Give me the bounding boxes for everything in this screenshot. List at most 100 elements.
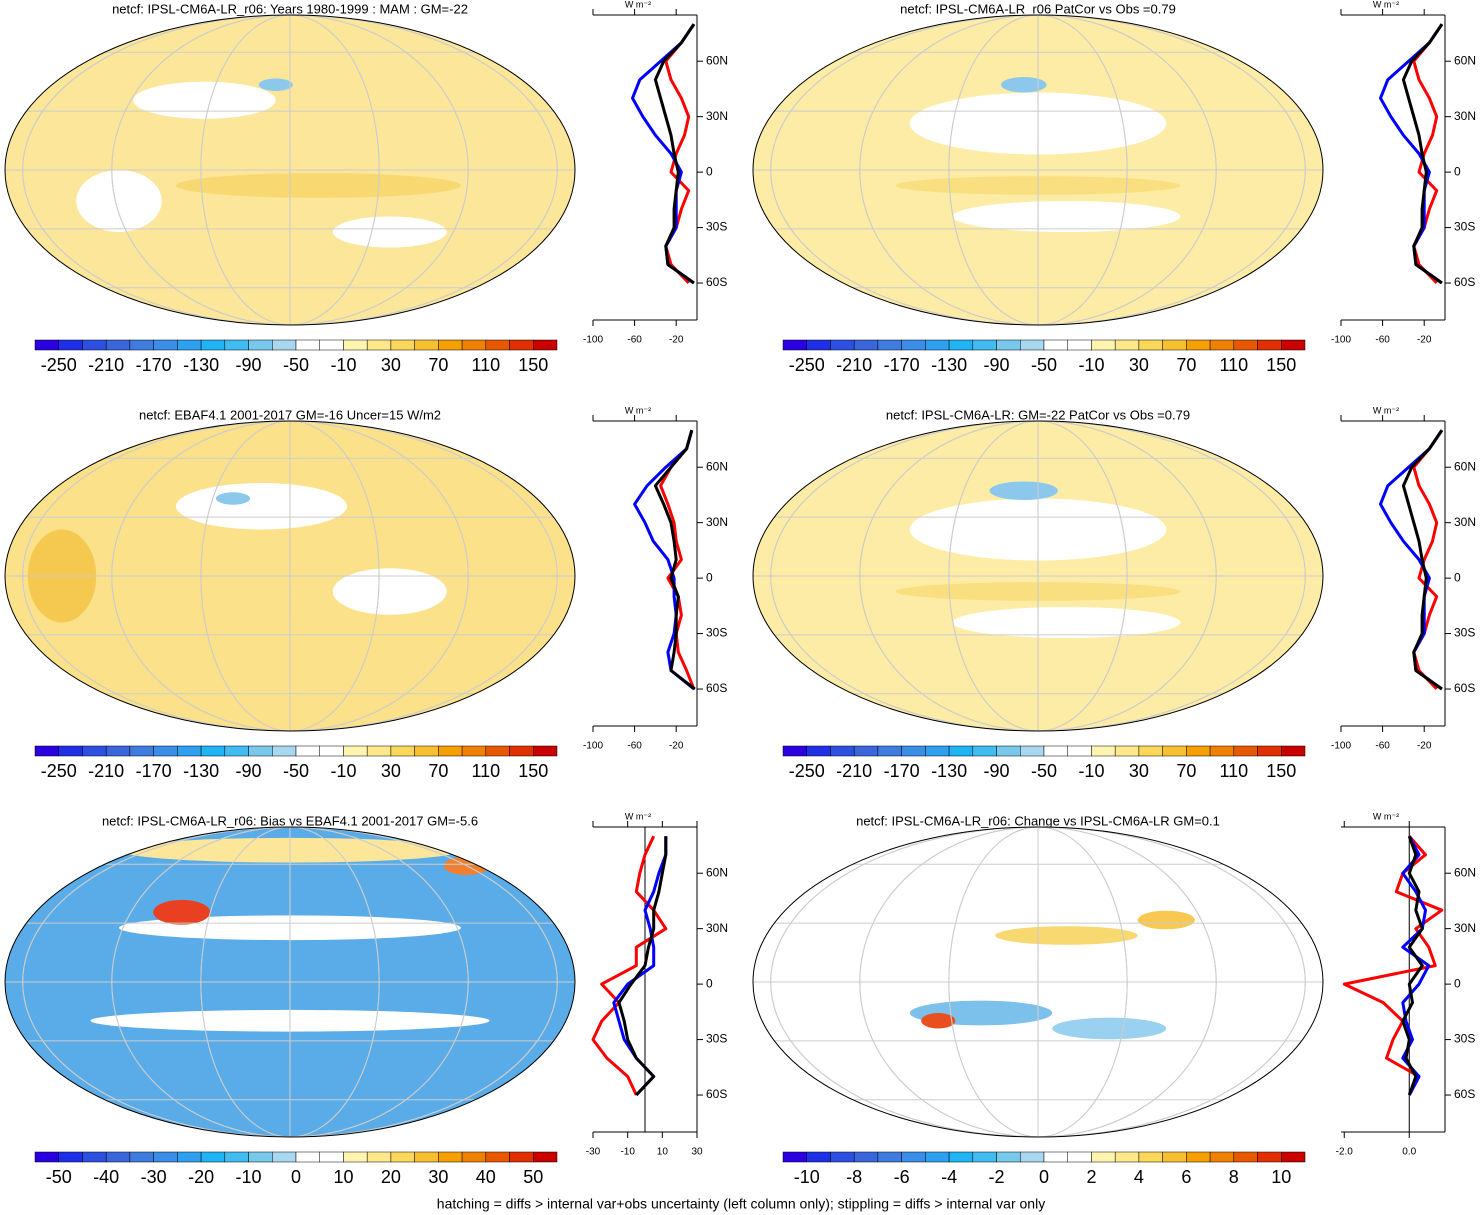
colorbar-label: -250 — [41, 761, 77, 781]
colorbar-label: -50 — [283, 761, 309, 781]
colorbar-box — [1162, 339, 1187, 351]
map-field — [753, 827, 1323, 1137]
x-tick-label: -60 — [627, 335, 642, 346]
colorbar-box — [129, 339, 154, 351]
colorbar-label: 110 — [471, 761, 500, 781]
colorbar-box — [248, 745, 273, 757]
colorbar-box — [830, 339, 855, 351]
colorbar-box — [105, 745, 131, 757]
colorbar-box — [830, 745, 855, 757]
y-tick-label: 0 — [706, 976, 713, 990]
colorbar-box — [901, 745, 926, 757]
x-tick-label: -60 — [1375, 335, 1390, 346]
colorbar-box — [925, 745, 950, 757]
colorbar-box — [248, 1151, 273, 1163]
x-tick-label: -20 — [669, 335, 684, 346]
colorbar-label: 150 — [518, 355, 548, 375]
colorbar-box — [996, 339, 1021, 351]
colorbar-label: 8 — [1229, 1167, 1239, 1187]
x-tick-label: -100 — [1331, 741, 1351, 752]
colorbar-box — [1043, 745, 1068, 757]
y-tick-label: 60S — [1454, 681, 1475, 695]
y-tick-label: 30S — [706, 220, 727, 234]
map-border — [752, 420, 1324, 732]
colorbar-box — [414, 339, 439, 351]
colorbar-box — [153, 1151, 178, 1163]
map-field — [5, 827, 575, 1137]
map-meridian — [859, 827, 1217, 1137]
colorbar-label: 150 — [1266, 761, 1296, 781]
map-meridian — [22, 421, 558, 731]
y-tick-label: 30N — [1454, 109, 1476, 123]
colorbar-label: 10 — [1271, 1167, 1291, 1187]
map-region — [176, 483, 347, 530]
colorbar-box — [1257, 339, 1282, 351]
colorbar-box — [782, 339, 807, 351]
colorbar-box — [1020, 745, 1045, 757]
colorbar-box — [1114, 339, 1140, 351]
colorbar-label: 30 — [381, 355, 401, 375]
map-field — [5, 15, 575, 325]
panel: netcf: IPSL-CM6A-LR_r06: Change vs IPSL-… — [752, 811, 1476, 1187]
colorbar-box — [1138, 1151, 1163, 1163]
map-region — [1052, 1017, 1167, 1040]
colorbar-box — [82, 339, 107, 351]
colorbar-box — [319, 1151, 344, 1163]
map-meridian — [770, 15, 1306, 325]
colorbar-box — [948, 745, 974, 757]
zonal-line — [1342, 835, 1444, 1096]
colorbar-box — [272, 339, 297, 351]
map-region — [332, 216, 447, 248]
y-tick-label: 30N — [1454, 515, 1476, 529]
colorbar-box — [948, 339, 974, 351]
colorbar-label: -8 — [846, 1167, 862, 1187]
colorbar-box — [996, 745, 1021, 757]
colorbar-box — [224, 339, 249, 351]
colorbar-box — [295, 339, 320, 351]
colorbar-box — [1233, 339, 1258, 351]
map-region — [215, 492, 251, 505]
colorbar-box — [925, 339, 950, 351]
map-region — [1137, 910, 1195, 930]
colorbar-box — [343, 1151, 368, 1163]
colorbar-box — [1043, 339, 1068, 351]
panel-title: netcf: EBAF4.1 2001-2017 GM=-16 Uncer=15… — [139, 407, 441, 422]
map-field — [753, 421, 1323, 731]
x-axis-unit: W m⁻² — [625, 405, 651, 415]
map-meridian — [859, 421, 1217, 731]
colorbar-box — [533, 1151, 558, 1163]
colorbar-label: -10 — [1078, 355, 1104, 375]
y-tick-label: 30S — [1454, 220, 1475, 234]
colorbar-label: -130 — [931, 761, 967, 781]
colorbar-label: -4 — [941, 1167, 957, 1187]
colorbar-label: -40 — [93, 1167, 119, 1187]
colorbar-box — [390, 339, 415, 351]
y-tick-label: 0 — [1454, 976, 1461, 990]
colorbar-box — [177, 745, 202, 757]
colorbar-box — [438, 745, 463, 757]
y-tick-label: 60S — [1454, 1087, 1475, 1101]
colorbar-label: 70 — [1176, 761, 1196, 781]
colorbar-box — [1020, 1151, 1045, 1163]
map-meridian — [770, 421, 1306, 731]
colorbar-box — [200, 339, 226, 351]
colorbar-label: -10 — [794, 1167, 820, 1187]
colorbar-label: 10 — [333, 1167, 353, 1187]
colorbar-box — [830, 1151, 855, 1163]
colorbar-box — [877, 745, 902, 757]
x-tick-label: -100 — [583, 741, 603, 752]
map-meridian — [200, 15, 380, 325]
colorbar-box — [461, 339, 487, 351]
y-tick-label: 60S — [706, 275, 727, 289]
colorbar-box — [319, 745, 344, 757]
colorbar-label: 50 — [523, 1167, 543, 1187]
map-border — [4, 826, 576, 1138]
colorbar-label: 0 — [1039, 1167, 1049, 1187]
map-meridian — [200, 421, 380, 731]
colorbar-label: -210 — [88, 761, 124, 781]
colorbar-box — [485, 1151, 510, 1163]
map-region — [258, 78, 293, 91]
colorbar-box — [877, 1151, 902, 1163]
colorbar-box — [153, 339, 178, 351]
colorbar-box — [1067, 1151, 1092, 1163]
